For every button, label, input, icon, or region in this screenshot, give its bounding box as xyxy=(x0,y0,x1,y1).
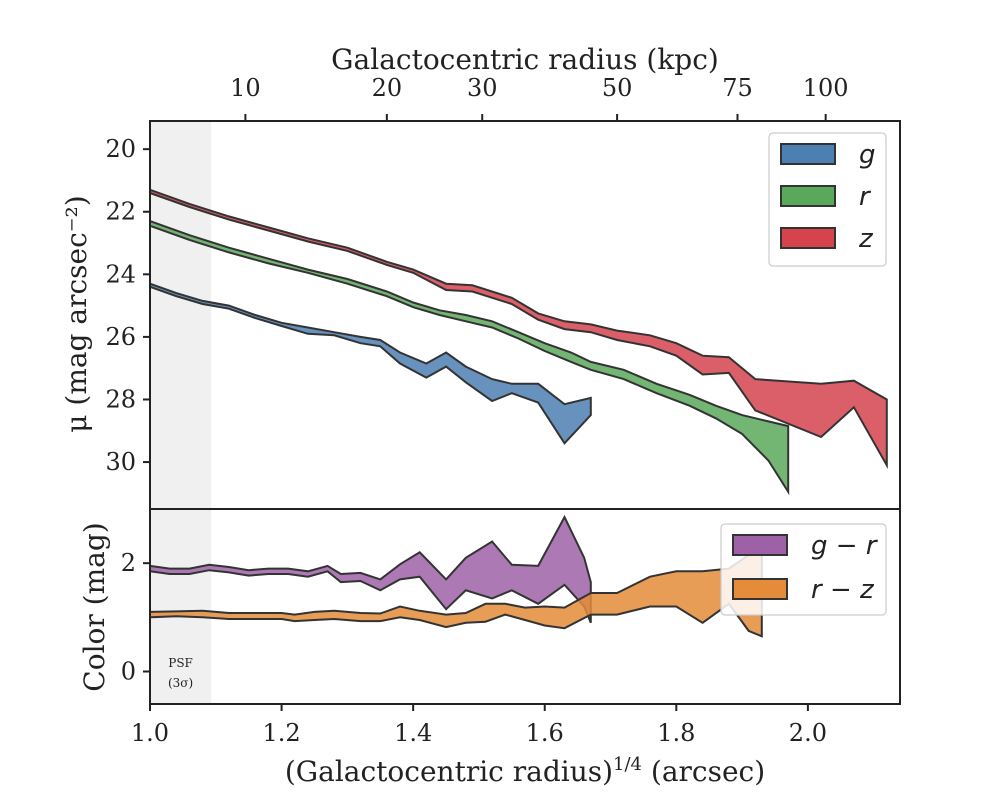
xtick-label: 1.8 xyxy=(657,719,695,747)
sb-legend-label: g xyxy=(859,140,876,170)
psf-region-bottom xyxy=(150,509,212,704)
x-axis-label: (Galactocentric radius)1/4 (arcsec) xyxy=(285,754,765,788)
sb-legend-swatch xyxy=(780,143,836,165)
surface-brightness-plot xyxy=(149,188,888,496)
color-ytick-label: 2 xyxy=(121,549,136,577)
xtick-label: 1.6 xyxy=(526,719,564,747)
sb-band-z xyxy=(149,188,888,469)
xtick-label: 1.4 xyxy=(394,719,432,747)
color-legend: g − r r − z xyxy=(720,523,887,616)
top-tick-label: 30 xyxy=(467,74,498,102)
sb-legend-label: z xyxy=(858,224,874,254)
sb-ytick-label: 20 xyxy=(105,135,136,163)
color-band-g-r xyxy=(149,514,592,624)
psf-label-line1: PSF xyxy=(168,656,193,670)
color-y-axis-label: Color (mag) xyxy=(78,522,111,691)
top-tick-label: 50 xyxy=(602,74,633,102)
top-tick-label: 100 xyxy=(803,74,849,102)
color-legend-label: r − z xyxy=(811,575,875,605)
x-axis-ticks: 1.0 1.2 1.4 1.6 1.8 2.0 xyxy=(131,704,827,747)
top-tick-label: 20 xyxy=(372,74,403,102)
sb-ytick-label: 24 xyxy=(105,260,136,288)
sb-y-axis-label: μ (mag arcsec⁻²) xyxy=(60,195,93,432)
xtick-label: 2.0 xyxy=(789,719,827,747)
sb-legend-swatch xyxy=(780,185,836,207)
psf-region-top xyxy=(150,121,212,509)
sb-ytick-label: 28 xyxy=(105,385,136,413)
color-band-r-z xyxy=(149,548,763,638)
psf-label-line2: (3σ) xyxy=(168,676,193,690)
color-ytick-label: 0 xyxy=(121,658,136,686)
sb-legend-swatch xyxy=(780,227,836,249)
xtick-label: 1.2 xyxy=(262,719,300,747)
sb-ytick-label: 22 xyxy=(105,198,136,226)
color-y-ticks: 02 xyxy=(121,549,150,686)
color-panel-frame xyxy=(149,508,901,705)
sb-ytick-label: 26 xyxy=(105,323,136,351)
color-plot xyxy=(149,514,763,638)
sb-legend-label: r xyxy=(859,182,872,212)
sb-band-g xyxy=(149,282,592,445)
color-legend-swatch xyxy=(732,534,788,556)
top-axis-label: Galactocentric radius (kpc) xyxy=(331,43,719,76)
sb-ytick-label: 30 xyxy=(105,448,136,476)
sb-legend: grz xyxy=(768,132,887,267)
sb-band-r xyxy=(149,219,790,496)
color-legend-label: g − r xyxy=(811,531,879,561)
sb-y-ticks: 20 22 24 26 28 30 xyxy=(105,135,150,476)
xtick-label: 1.0 xyxy=(131,719,169,747)
top-tick-label: 75 xyxy=(722,74,753,102)
color-legend-swatch xyxy=(732,578,788,600)
top-tick-label: 10 xyxy=(230,74,261,102)
top-axis-ticks: 10 20 30 50 75 100 xyxy=(230,74,849,121)
